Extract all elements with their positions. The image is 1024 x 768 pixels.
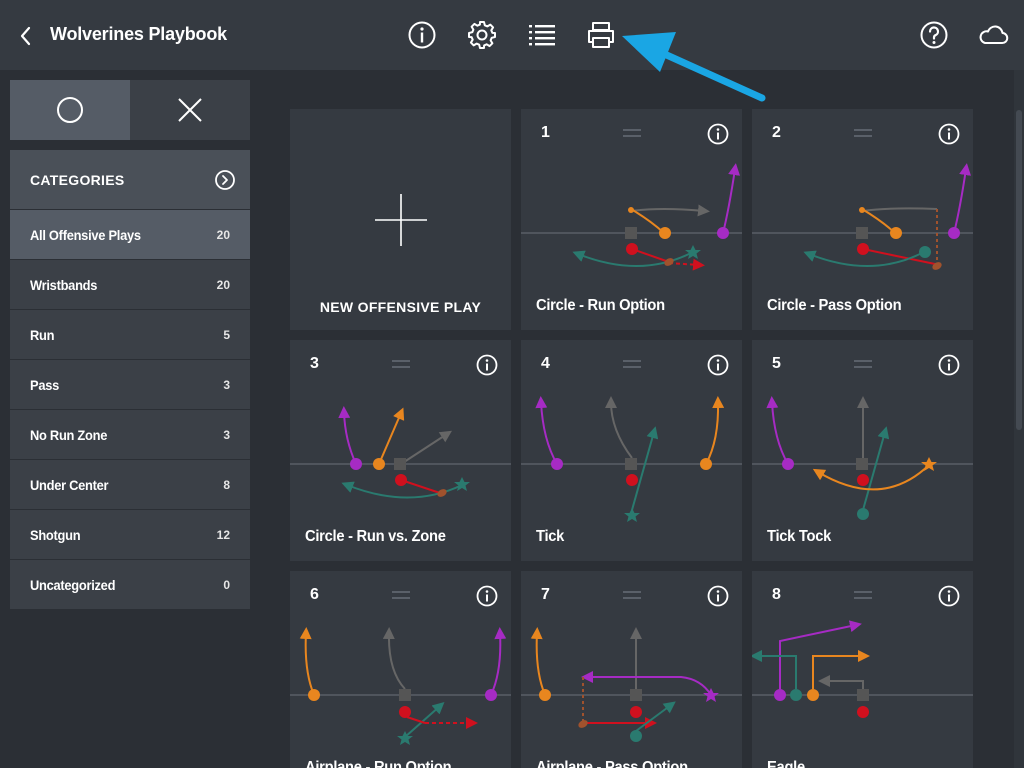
category-run[interactable]: Run 5: [10, 310, 250, 360]
info-icon[interactable]: [706, 584, 730, 608]
play-diagram: [521, 163, 742, 271]
drag-handle-icon[interactable]: [392, 591, 410, 599]
plus-icon: [375, 194, 427, 246]
drag-handle-icon[interactable]: [854, 591, 872, 599]
play-card-3[interactable]: 3 Circle - Run vs. Zone: [290, 340, 511, 561]
new-offensive-play-card[interactable]: NEW OFFENSIVE PLAY: [290, 109, 511, 330]
category-count: 20: [216, 277, 230, 292]
play-name: Eagle: [767, 759, 805, 768]
play-card-5[interactable]: 5 Tick Tock: [752, 340, 973, 561]
annotation-arrow: [622, 32, 766, 102]
play-name: Circle - Run vs. Zone: [305, 528, 446, 545]
info-icon[interactable]: [475, 584, 499, 608]
play-name: Circle - Run Option: [536, 297, 665, 314]
category-pass[interactable]: Pass 3: [10, 360, 250, 410]
play-number: 6: [310, 586, 319, 603]
play-diagram: [752, 396, 973, 520]
play-name: Airplane - Pass Option: [536, 759, 688, 768]
play-card-7[interactable]: 7 Airplane - Pass Option: [521, 571, 742, 768]
play-name: Tick: [536, 528, 565, 545]
category-name: Run: [30, 326, 55, 343]
play-number: 3: [310, 355, 319, 372]
category-count: 8: [223, 477, 230, 492]
category-count: 0: [223, 577, 230, 592]
info-icon[interactable]: [706, 122, 730, 146]
info-icon[interactable]: [937, 353, 961, 377]
play-number: 4: [541, 355, 550, 372]
play-diagram: [752, 163, 973, 270]
category-count: 12: [216, 527, 230, 542]
category-no-run-zone[interactable]: No Run Zone 3: [10, 410, 250, 460]
drag-handle-icon[interactable]: [623, 591, 641, 599]
play-name: Tick Tock: [767, 528, 832, 545]
vertical-scrollbar[interactable]: [1014, 70, 1024, 768]
play-number: 7: [541, 586, 550, 603]
drag-handle-icon[interactable]: [392, 360, 410, 368]
play-card-6[interactable]: 6 Airplane - Run Option: [290, 571, 511, 768]
play-card-1[interactable]: 1 Circle - Run Option: [521, 109, 742, 330]
offense-circle-icon: [57, 97, 83, 123]
category-count: 20: [216, 227, 230, 242]
play-card-4[interactable]: 4 Tick: [521, 340, 742, 561]
scrollbar-thumb[interactable]: [1016, 110, 1022, 430]
category-wristbands[interactable]: Wristbands 20: [10, 260, 250, 310]
play-diagram: [290, 406, 511, 499]
play-card-2[interactable]: 2 Circle - Pass Option: [752, 109, 973, 330]
category-count: 5: [223, 327, 230, 342]
drag-handle-icon[interactable]: [854, 129, 872, 137]
category-shotgun[interactable]: Shotgun 12: [10, 510, 250, 560]
category-count: 3: [223, 427, 230, 442]
defense-x-icon: [178, 98, 202, 122]
info-icon[interactable]: [706, 353, 730, 377]
play-diagram: [521, 627, 742, 742]
category-name: Pass: [30, 376, 59, 393]
list-icon[interactable]: [525, 18, 559, 52]
info-icon[interactable]: [937, 584, 961, 608]
play-number: 8: [772, 586, 781, 603]
info-icon[interactable]: [475, 353, 499, 377]
drag-handle-icon[interactable]: [854, 360, 872, 368]
play-name: Airplane - Run Option: [305, 759, 452, 768]
new-play-label: NEW OFFENSIVE PLAY: [319, 299, 482, 315]
category-name: Under Center: [30, 476, 109, 493]
category-name: All Offensive Plays: [30, 226, 141, 243]
back-chevron-icon[interactable]: [12, 22, 40, 50]
settings-gear-icon[interactable]: [465, 18, 499, 52]
offense-defense-toggle: [10, 80, 250, 140]
category-under-center[interactable]: Under Center 8: [10, 460, 250, 510]
play-number: 5: [772, 355, 781, 372]
info-icon[interactable]: [937, 122, 961, 146]
play-card-8[interactable]: 8 Eagle: [752, 571, 973, 768]
play-name: Circle - Pass Option: [767, 297, 902, 314]
top-bar: Wolverines Playbook: [0, 0, 1024, 70]
play-diagram: [752, 620, 973, 718]
chevron-right-circle-icon[interactable]: [214, 169, 236, 191]
play-diagram: [521, 396, 742, 522]
category-name: No Run Zone: [30, 426, 108, 443]
category-all-offensive-plays[interactable]: All Offensive Plays 20: [10, 210, 250, 260]
offense-segment[interactable]: [10, 80, 130, 140]
print-icon[interactable]: [584, 18, 618, 52]
help-icon[interactable]: [917, 18, 951, 52]
category-name: Wristbands: [30, 276, 98, 293]
defense-segment[interactable]: [130, 80, 250, 140]
categories-header[interactable]: CATEGORIES: [10, 150, 250, 210]
category-uncategorized[interactable]: Uncategorized 0: [10, 560, 250, 610]
categories-title: CATEGORIES: [30, 171, 125, 188]
play-number: 1: [541, 124, 550, 141]
category-name: Shotgun: [30, 526, 81, 543]
category-name: Uncategorized: [30, 576, 116, 593]
info-icon[interactable]: [405, 18, 439, 52]
cloud-icon[interactable]: [976, 18, 1010, 52]
category-count: 3: [223, 377, 230, 392]
play-number: 2: [772, 124, 781, 141]
play-diagram: [290, 627, 511, 745]
playbook-title: Wolverines Playbook: [50, 24, 227, 44]
categories-panel: CATEGORIES All Offensive Plays 20 Wristb…: [10, 150, 250, 610]
drag-handle-icon[interactable]: [623, 360, 641, 368]
drag-handle-icon[interactable]: [623, 129, 641, 137]
